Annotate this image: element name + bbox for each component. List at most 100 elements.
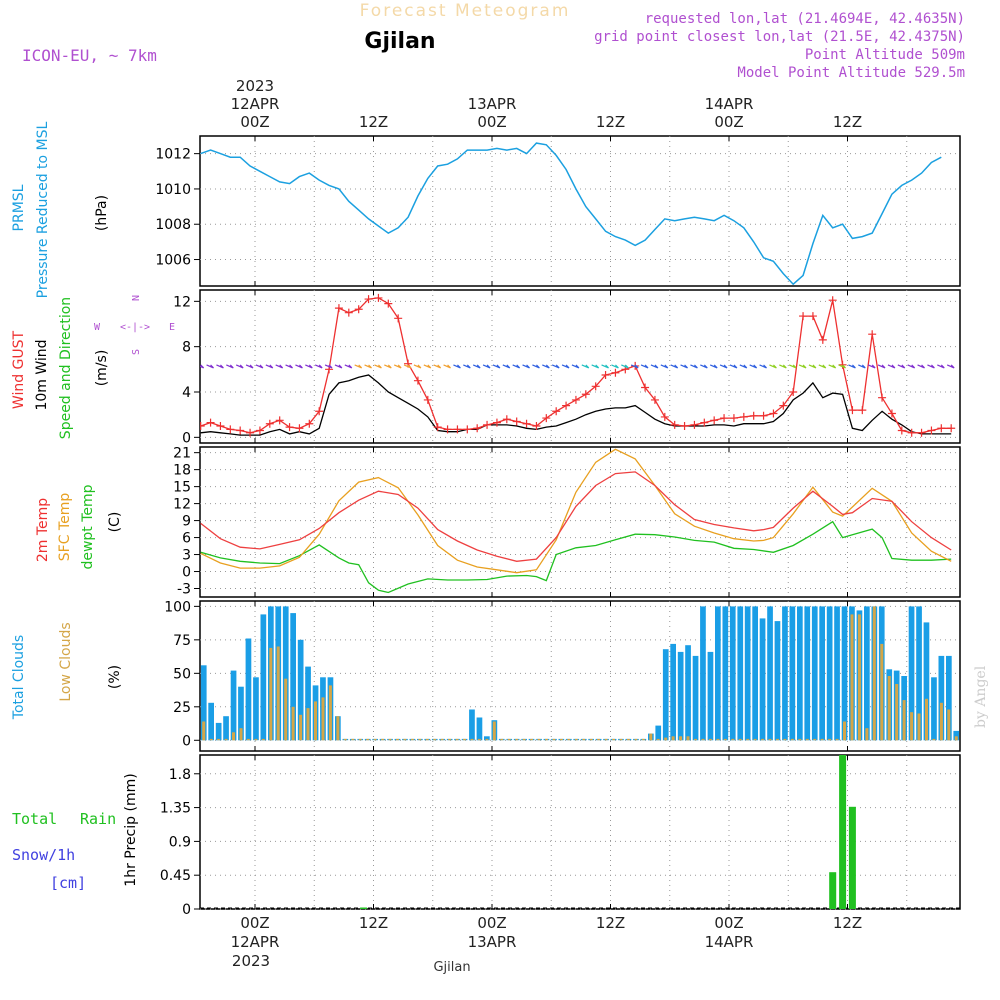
wind-direction-arrow (216, 364, 224, 369)
bottom-date-label: 13APR (468, 933, 517, 951)
wind-direction-arrow (561, 364, 570, 369)
bottom-hour-label: 12Z (359, 914, 388, 932)
gust-point (522, 419, 531, 428)
gust-point (749, 411, 758, 420)
low-cloud-bar (686, 736, 690, 741)
gust-point (216, 422, 225, 430)
wind-direction-arrow (334, 364, 343, 369)
low-cloud-bar (314, 701, 317, 741)
gust-point (552, 407, 561, 416)
rain-bar (848, 806, 856, 909)
top-date-label: 14APR (705, 95, 754, 113)
wind-10m-line (200, 374, 952, 436)
wind-direction-arrow (502, 364, 511, 369)
precip-ytick-label: 0 (182, 902, 191, 918)
snow-label: Snow/1h (12, 846, 75, 864)
low-cloud-bar (932, 738, 936, 741)
wind-direction-arrow (709, 364, 718, 369)
low-cloud-bar (202, 721, 206, 741)
low-cloud-bar (954, 736, 958, 741)
gust-point (927, 426, 936, 435)
gust-point (917, 428, 926, 437)
wind-direction-arrow (413, 364, 422, 369)
top-hour-label: 12Z (359, 113, 388, 131)
total-cloud-bar (230, 670, 237, 741)
grid-point-coords: grid point closest lon,lat (21.5E, 42.43… (594, 29, 965, 45)
low-cloud-bar (269, 647, 273, 741)
wind-direction-arrow (660, 364, 669, 369)
total-cloud-bar (923, 622, 930, 741)
wind-direction-arrow (621, 364, 629, 369)
rain-label: Rain (80, 810, 116, 828)
low-cloud-bar (515, 738, 519, 741)
low-cloud-bar (671, 736, 675, 741)
pressure-label-b: Pressure Reduced to MSL (35, 121, 51, 298)
low-cloud-bar (455, 738, 459, 741)
wind-direction-arrow (917, 364, 925, 369)
total-cloud-bar (938, 655, 945, 741)
clouds-ytick-label: 100 (164, 599, 191, 615)
cloud-labels: Total Clouds Low Clouds (%) (11, 622, 123, 720)
wind-direction-arrow (482, 364, 491, 369)
total-cloud-bar (767, 606, 773, 741)
watermark: by Angel (973, 665, 989, 728)
wind-direction-arrow (423, 364, 432, 369)
wind-direction-arrow (285, 364, 293, 369)
low-cloud-bar (731, 738, 735, 741)
top-hour-label: 12Z (833, 113, 862, 131)
precip-labels: Total Rain Snow/1h [cm] 1hr Precip (mm) (12, 773, 139, 892)
wind-direction-arrow (295, 364, 303, 369)
wind-direction-arrow (305, 364, 313, 369)
wind-direction-arrow (542, 364, 550, 369)
wind-direction-arrow (275, 364, 284, 369)
total-cloud-bar (804, 606, 811, 741)
wind-direction-arrow (453, 364, 461, 369)
wind-direction-arrow (581, 364, 590, 369)
total-cloud-bar (782, 606, 788, 741)
wind-direction-arrow (630, 364, 639, 369)
gust-point (670, 420, 679, 429)
top-year: 2023 (236, 77, 274, 95)
clouds-frame (199, 600, 961, 752)
low-clouds-label: Low Clouds (58, 622, 74, 701)
gust-point (799, 312, 808, 321)
low-cloud-bar (522, 738, 526, 741)
dewpt-line (200, 520, 952, 594)
low-cloud-bar (910, 712, 914, 741)
wind-direction-arrow (739, 364, 748, 369)
wind-direction-arrow (719, 364, 728, 369)
gust-point (413, 376, 422, 385)
total-cloud-bar (655, 725, 662, 741)
low-cloud-bar (701, 738, 705, 741)
low-cloud-bar (306, 708, 310, 741)
low-cloud-bar (612, 738, 615, 741)
compass-n: N (131, 295, 142, 301)
low-cloud-bar (418, 738, 422, 741)
total-cloud-bar (260, 614, 267, 741)
low-cloud-bar (500, 738, 504, 741)
low-cloud-bar (619, 738, 623, 741)
wind-10m-label: 10m Wind (34, 339, 50, 410)
total-cloud-bar (305, 666, 311, 741)
low-cloud-bar (805, 738, 809, 741)
gust-point (265, 419, 274, 428)
total-cloud-bar (931, 677, 937, 741)
low-cloud-bar (358, 738, 362, 741)
top-hour-label: 00Z (714, 113, 743, 131)
wind-ytick-label: 0 (182, 430, 191, 446)
low-cloud-bar (463, 738, 466, 741)
gust-point (818, 335, 827, 344)
gust-point (364, 295, 373, 304)
low-cloud-bar (857, 614, 861, 741)
wind-direction-arrow (591, 364, 600, 369)
clouds-ytick-label: 75 (173, 633, 191, 649)
precip-unit: 1hr Precip (mm) (123, 773, 139, 886)
low-cloud-bar (783, 738, 787, 741)
total-cloud-bar (685, 645, 691, 741)
low-cloud-bar (537, 738, 541, 741)
low-cloud-bar (433, 738, 437, 741)
total-cloud-bar (200, 665, 207, 741)
pressure-ytick-label: 1006 (155, 253, 191, 269)
wind-direction-arrow (680, 364, 688, 369)
low-cloud-bar (589, 738, 593, 741)
